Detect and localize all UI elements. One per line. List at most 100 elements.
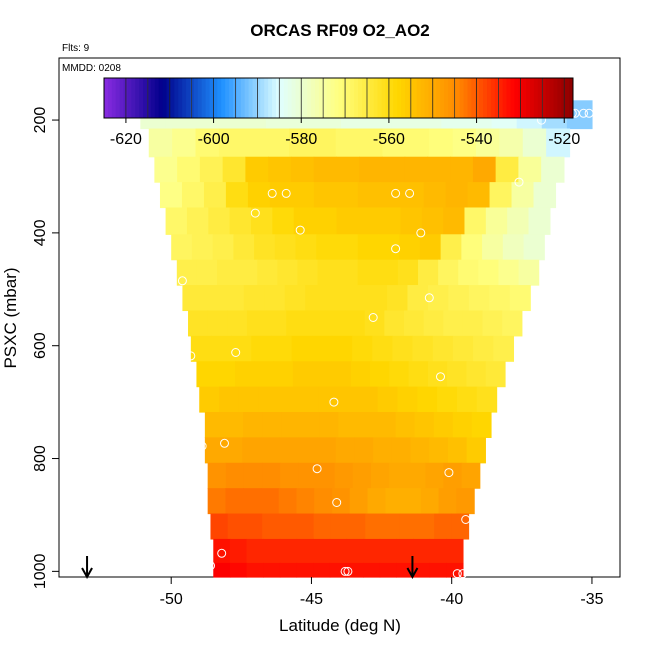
heat-cell: [523, 234, 545, 261]
heat-cell: [443, 310, 464, 337]
heat-cell: [408, 361, 429, 388]
x-axis-label: Latitude (deg N): [279, 616, 401, 635]
observation-point: [250, 208, 260, 218]
heat-cell: [305, 285, 327, 312]
heat-cell: [458, 259, 479, 286]
heat-cell: [446, 538, 464, 564]
heat-cell: [461, 462, 481, 489]
colorbar-segment: [416, 78, 422, 118]
heat-cell: [350, 361, 371, 388]
heat-cell: [257, 259, 278, 286]
heat-cell: [264, 285, 286, 312]
heat-cell: [313, 562, 331, 578]
heat-cell: [384, 310, 405, 337]
heat-cell: [395, 411, 416, 438]
heat-cell: [258, 386, 280, 413]
heat-cell: [245, 156, 269, 183]
x-tick-label: -40: [440, 591, 463, 608]
heat-cell: [262, 462, 281, 489]
heat-cell: [298, 386, 319, 413]
heat-cell: [433, 411, 454, 438]
heat-cell: [507, 207, 530, 235]
heat-cell: [296, 538, 314, 564]
colorbar-segment: [166, 78, 171, 118]
observation-point: [332, 498, 342, 507]
y-tick-label: 1000: [32, 553, 49, 589]
heat-cell: [437, 386, 458, 413]
heat-cell: [291, 335, 313, 362]
colorbar-segment: [248, 78, 254, 118]
heat-cell: [462, 310, 484, 337]
heat-cell: [177, 156, 201, 183]
observation-point: [405, 188, 415, 198]
heat-cell: [399, 513, 418, 540]
colorbar-segment: [389, 78, 394, 118]
heat-cell: [418, 259, 439, 286]
heat-cell: [427, 156, 451, 183]
colorbar-segment: [209, 78, 214, 118]
heat-cell: [399, 234, 421, 261]
heat-cell: [313, 156, 337, 183]
colorbar-segment: [479, 78, 484, 118]
heat-cell: [528, 207, 551, 235]
colorbar-tick-label: -540: [461, 131, 493, 148]
heat-cell: [429, 538, 447, 564]
colorbar-segment: [158, 78, 164, 118]
colorbar-segment: [541, 78, 547, 118]
heat-cell: [489, 285, 511, 312]
heat-cell: [452, 335, 474, 362]
heat-cell: [246, 310, 268, 337]
heat-cell: [348, 513, 366, 540]
observation-point: [281, 188, 291, 198]
heat-cell: [243, 488, 262, 515]
colorbar-segment: [463, 78, 468, 118]
colorbar-segment: [483, 78, 488, 118]
colorbar-segment: [381, 78, 386, 118]
heat-cell: [352, 462, 372, 489]
heat-cell: [202, 285, 224, 312]
observation-point: [220, 438, 229, 448]
heat-cell: [445, 182, 469, 209]
arrow-marker: [406, 556, 419, 580]
colorbar-segment: [467, 78, 472, 118]
heat-cell: [312, 128, 337, 158]
heat-cell: [336, 207, 359, 235]
heat-cell: [254, 234, 276, 261]
heat-cell: [467, 182, 491, 209]
colorbar-segment: [291, 78, 297, 118]
heat-cell: [412, 538, 431, 564]
heat-cell: [227, 513, 246, 540]
colorbar-segment: [115, 78, 121, 118]
heat-cell: [518, 156, 542, 183]
heat-cell: [289, 128, 313, 158]
heat-cell: [266, 310, 287, 337]
heat-cell: [397, 259, 419, 286]
observation-point: [391, 188, 401, 198]
colorbar-segment: [569, 78, 574, 118]
colorbar-segment: [252, 78, 257, 118]
heat-cell: [407, 462, 426, 489]
heat-cell: [429, 562, 447, 578]
colorbar-segment: [225, 78, 230, 118]
heat-cell: [186, 207, 209, 235]
heat-cell: [357, 259, 379, 286]
colorbar-segment: [369, 78, 375, 118]
heat-cell: [291, 182, 315, 209]
heat-cell: [425, 462, 445, 489]
heat-cell: [182, 285, 204, 312]
heat-cell: [391, 437, 412, 464]
observation-point: [391, 244, 401, 254]
colorbar-segment: [119, 78, 125, 118]
colorbar-segment: [498, 78, 504, 118]
heat-cell: [421, 207, 444, 235]
heat-cell: [199, 156, 224, 183]
heat-cell: [385, 488, 404, 515]
colorbar-segment: [111, 78, 117, 118]
colorbar-segment: [557, 78, 562, 118]
heat-cell: [218, 128, 243, 158]
heat-cell: [404, 156, 428, 183]
heat-cell: [207, 488, 227, 515]
colorbar-segment: [315, 78, 320, 118]
heat-cell: [278, 386, 299, 413]
heat-cell: [377, 259, 399, 286]
